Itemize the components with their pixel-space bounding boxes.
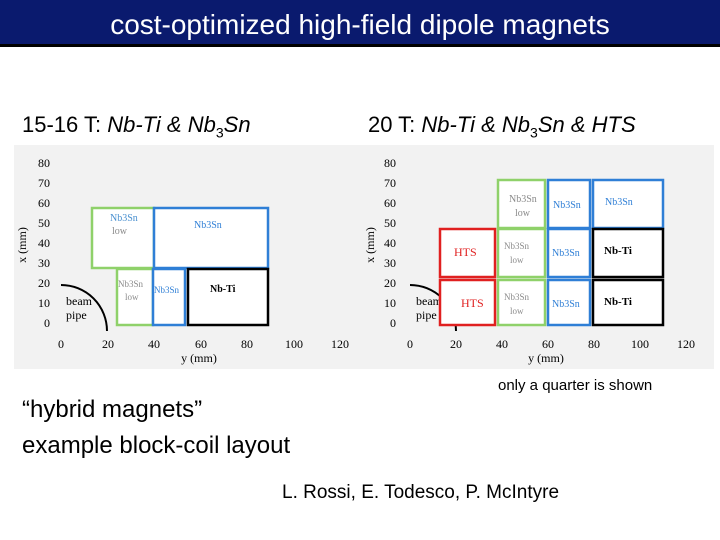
coil-block-nbti — [186, 267, 270, 327]
y-tick: 80 — [384, 156, 396, 170]
y-axis-label: x (mm) — [363, 227, 377, 263]
slide-title: cost-optimized high-field dipole magnets — [110, 9, 610, 40]
right-coil-diagram: x (mm) 80 70 60 50 40 30 20 10 0 0 20 40… — [362, 145, 714, 369]
beam-pipe-arc — [60, 284, 108, 332]
block-label: Nb3Sn — [605, 197, 633, 208]
block-label: Nb3Sn — [552, 299, 580, 310]
quarter-note: only a quarter is shown — [498, 377, 653, 394]
coil-block-nbti — [591, 278, 665, 327]
y-tick: 30 — [38, 256, 50, 270]
y-tick: 10 — [38, 296, 50, 310]
x-tick: 40 — [148, 337, 160, 351]
y-tick: 70 — [384, 176, 396, 190]
y-tick: 50 — [384, 216, 396, 230]
left-header: 15-16 T: Nb-Ti & Nb3Sn — [22, 112, 251, 141]
block-label: Nb-Ti — [210, 284, 236, 295]
y-tick: 40 — [384, 236, 396, 250]
beam-pipe-label: pipe — [416, 308, 437, 322]
block-label: Nb3Sn — [504, 241, 530, 251]
coil-block-nb3sn — [151, 267, 187, 327]
caption: “hybrid magnets” example block-coil layo… — [22, 392, 290, 464]
block-label: Nb-Ti — [604, 245, 632, 257]
author-credit: L. Rossi, E. Todesco, P. McIntyre — [282, 482, 560, 503]
block-label: Nb3Sn — [154, 285, 180, 295]
beam-pipe-label: beam — [416, 294, 443, 308]
block-label: HTS — [454, 245, 477, 259]
x-tick: 20 — [102, 337, 114, 351]
coil-block-nb3sn-low — [115, 267, 155, 327]
y-tick: 20 — [38, 276, 50, 290]
block-label: Nb3Sn — [552, 248, 580, 259]
block-label: low — [515, 208, 531, 219]
y-tick: 60 — [384, 196, 396, 210]
x-tick: 60 — [542, 337, 554, 351]
coil-block-hts — [438, 278, 497, 327]
y-tick: 0 — [390, 316, 396, 330]
coil-block-nbti — [591, 227, 665, 279]
x-tick: 0 — [58, 337, 64, 351]
caption-line: “hybrid magnets” — [22, 396, 203, 423]
block-label: Nb3Sn — [553, 200, 581, 211]
right-header: 20 T: Nb-Ti & Nb3Sn & HTS — [368, 112, 636, 141]
block-label: Nb-Ti — [604, 296, 632, 308]
coil-block-nb3sn — [591, 178, 665, 230]
coil-block-hts — [438, 227, 497, 279]
x-tick: 80 — [241, 337, 253, 351]
beam-pipe-label: pipe — [66, 308, 87, 322]
coil-block-nb3sn-low — [496, 227, 547, 279]
block-label: HTS — [461, 296, 484, 310]
y-tick: 20 — [384, 276, 396, 290]
y-tick: 40 — [38, 236, 50, 250]
caption-line: example block-coil layout — [22, 432, 291, 459]
block-label: low — [510, 306, 524, 316]
title-bar — [0, 0, 720, 47]
y-tick: 50 — [38, 216, 50, 230]
block-label: low — [125, 292, 139, 302]
x-tick: 120 — [677, 337, 695, 351]
block-label: Nb3Sn — [504, 292, 530, 302]
x-tick: 60 — [195, 337, 207, 351]
block-label: Nb3Sn — [110, 213, 138, 224]
coil-block-nb3sn — [546, 227, 592, 279]
block-label: Nb3Sn — [509, 194, 537, 205]
x-tick: 40 — [496, 337, 508, 351]
x-tick: 0 — [407, 337, 413, 351]
beam-pipe-label: beam — [66, 294, 93, 308]
block-label: Nb3Sn — [194, 220, 222, 231]
coil-block-nb3sn-low — [496, 278, 547, 327]
coil-block-nb3sn — [546, 178, 592, 230]
y-axis-label: x (mm) — [15, 227, 29, 263]
y-tick: 0 — [44, 316, 50, 330]
block-label: low — [112, 226, 128, 237]
x-axis-label: y (mm) — [181, 351, 217, 365]
x-axis-label: y (mm) — [528, 351, 564, 365]
y-tick: 10 — [384, 296, 396, 310]
left-coil-diagram: x (mm) 80 70 60 50 40 30 20 10 0 0 20 40… — [14, 145, 364, 369]
coil-block-nb3sn — [152, 206, 270, 270]
y-tick: 70 — [38, 176, 50, 190]
y-tick: 60 — [38, 196, 50, 210]
block-label: Nb3Sn — [118, 279, 144, 289]
block-label: low — [510, 255, 524, 265]
y-tick: 80 — [38, 156, 50, 170]
x-tick: 100 — [285, 337, 303, 351]
x-tick: 120 — [331, 337, 349, 351]
x-tick: 100 — [631, 337, 649, 351]
x-tick: 20 — [450, 337, 462, 351]
y-tick: 30 — [384, 256, 396, 270]
coil-block-nb3sn — [546, 278, 592, 327]
x-tick: 80 — [588, 337, 600, 351]
